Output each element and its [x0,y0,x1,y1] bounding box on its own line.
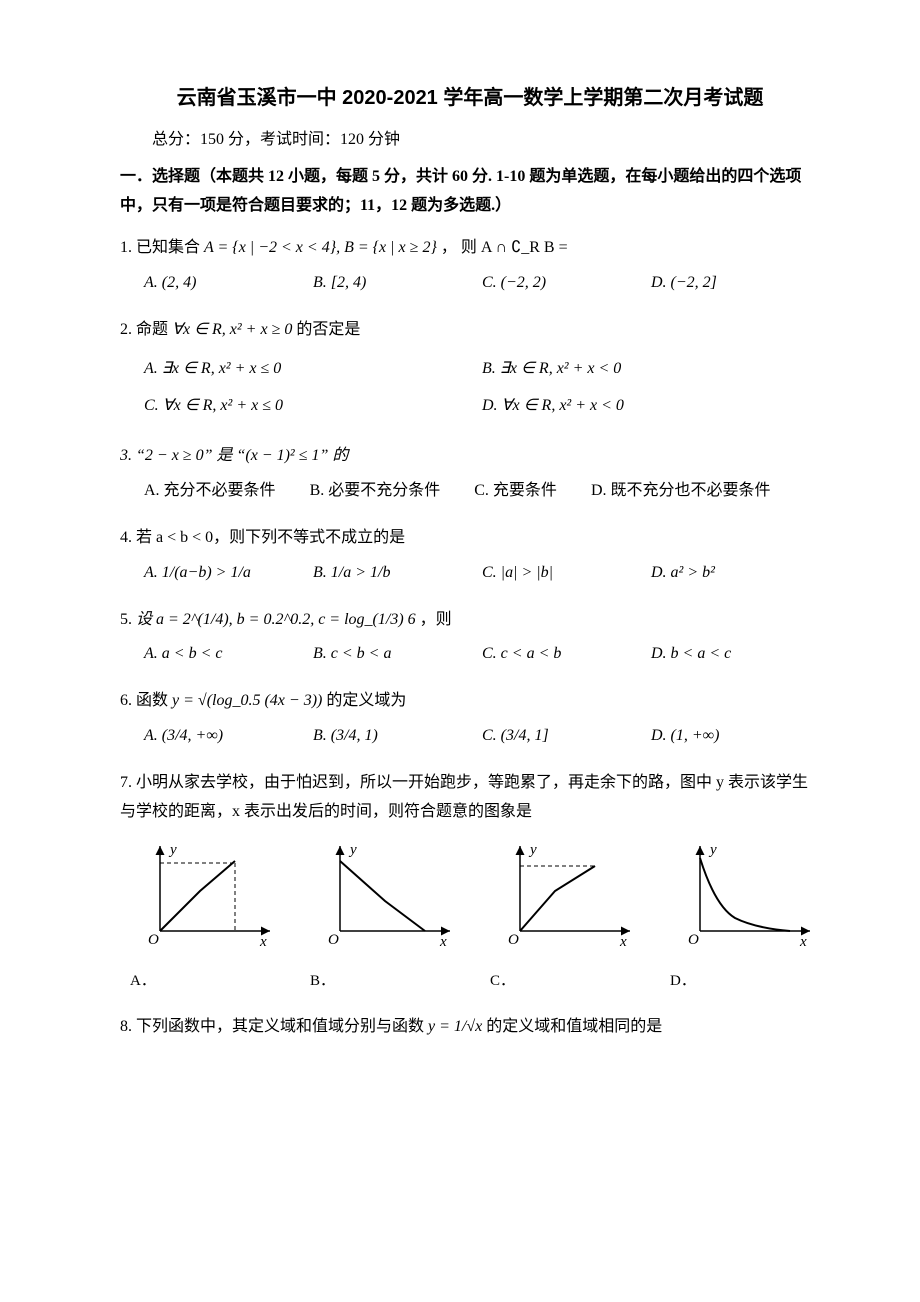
q3-stem: 3. “2 − x ≥ 0” 是 “(x − 1)² ≤ 1” 的 [120,442,820,471]
q7-label-d: D． [670,968,820,995]
q3-opt-c: C. 充要条件 [474,477,557,506]
q6-opt-c: C. (3/4, 1] [482,722,651,751]
q5-opt-b: B. c < b < a [313,640,482,669]
q6-post: 的定义域为 [326,692,406,709]
axis-origin-label: O [508,932,519,948]
q3-opt-a: A. 充分不必要条件 [144,477,276,506]
axis-origin-label: O [688,932,699,948]
exam-title: 云南省玉溪市一中 2020-2021 学年高一数学上学期第二次月考试题 [120,80,820,116]
graph-a-svg: y x O [130,836,280,956]
q7-label-c: C． [490,968,640,995]
question-6: 6. 函数 y = √(log_0.5 (4x − 3)) 的定义域为 A. (… [120,687,820,751]
q7-graphs: y x O A． y x O [130,836,820,995]
q5-stem: 5. 设 a = 2^(1/4), b = 0.2^0.2, c = log_(… [120,606,820,635]
q3-options: A. 充分不必要条件 B. 必要不充分条件 C. 充要条件 D. 既不充分也不必… [144,477,820,506]
q2-opt-a: A. ∃x ∈ R, x² + x ≤ 0 [144,351,482,388]
q2-opt-b: B. ∃x ∈ R, x² + x < 0 [482,351,820,388]
q4-stem: 4. 若 a < b < 0，则下列不等式不成立的是 [120,524,820,553]
q2-options: A. ∃x ∈ R, x² + x ≤ 0 B. ∃x ∈ R, x² + x … [144,351,820,425]
q1-stem-math: A = {x | −2 < x < 4}, B = {x | x ≥ 2} [204,239,437,256]
q8-pre: 8. 下列函数中，其定义域和值域分别与函数 [120,1018,428,1035]
question-4: 4. 若 a < b < 0，则下列不等式不成立的是 A. 1/(a−b) > … [120,524,820,588]
q2-stem-pre: 2. 命题 [120,321,172,338]
q1-stem-post: ， 则 A ∩ ∁_R B = [441,239,568,256]
q1-stem: 1. 已知集合 A = {x | −2 < x < 4}, B = {x | x… [120,234,820,263]
question-5: 5. 设 a = 2^(1/4), b = 0.2^0.2, c = log_(… [120,606,820,670]
axis-origin-label: O [328,932,339,948]
graph-d-svg: y x O [670,836,820,956]
q4-opt-a: A. 1/(a−b) > 1/a [144,559,313,588]
axis-y-label: y [708,842,717,858]
q7-graph-b: y x O B． [310,836,460,995]
question-2: 2. 命题 ∀x ∈ R, x² + x ≥ 0 的否定是 A. ∃x ∈ R,… [120,316,820,424]
q6-stem: 6. 函数 y = √(log_0.5 (4x − 3)) 的定义域为 [120,687,820,716]
q7-label-a: A． [130,968,280,995]
q6-opt-a: A. (3/4, +∞) [144,722,313,751]
q8-post: 的定义域和值域相同的是 [486,1018,662,1035]
q4-options: A. 1/(a−b) > 1/a B. 1/a > 1/b C. |a| > |… [144,559,820,588]
exam-meta: 总分：150 分，考试时间：120 分钟 [120,126,820,155]
q7-graph-a: y x O A． [130,836,280,995]
question-3: 3. “2 − x ≥ 0” 是 “(x − 1)² ≤ 1” 的 A. 充分不… [120,442,820,506]
q5-label: 5. [120,611,132,628]
axis-origin-label: O [148,932,159,948]
q2-stem: 2. 命题 ∀x ∈ R, x² + x ≥ 0 的否定是 [120,316,820,345]
q6-opt-d: D. (1, +∞) [651,722,820,751]
q5-tail: ，则 [420,611,452,628]
q1-stem-pre: 1. 已知集合 [120,239,204,256]
axis-x-label: x [259,934,267,950]
q6-math: y = √(log_0.5 (4x − 3)) [172,692,322,709]
q1-opt-d: D. (−2, 2] [651,269,820,298]
q5-opt-a: A. a < b < c [144,640,313,669]
axis-x-label: x [619,934,627,950]
q5-opt-c: C. c < a < b [482,640,651,669]
q6-pre: 6. 函数 [120,692,172,709]
q5-opt-d: D. b < a < c [651,640,820,669]
q3-opt-d: D. 既不充分也不必要条件 [591,477,771,506]
question-7: 7. 小明从家去学校，由于怕迟到，所以一开始跑步，等跑累了，再走余下的路，图中 … [120,769,820,996]
q7-graph-d: y x O D． [670,836,820,995]
section-heading: 一．选择题（本题共 12 小题，每题 5 分，共计 60 分. 1-10 题为单… [120,163,820,221]
q2-stem-math: ∀x ∈ R, x² + x ≥ 0 [172,321,292,338]
graph-b-svg: y x O [310,836,460,956]
q5-options: A. a < b < c B. c < b < a C. c < a < b D… [144,640,820,669]
question-1: 1. 已知集合 A = {x | −2 < x < 4}, B = {x | x… [120,234,820,298]
q6-options: A. (3/4, +∞) B. (3/4, 1) C. (3/4, 1] D. … [144,722,820,751]
q2-opt-d: D. ∀x ∈ R, x² + x < 0 [482,388,820,425]
q1-opt-b: B. [2, 4) [313,269,482,298]
q5-body: 设 a = 2^(1/4), b = 0.2^0.2, c = log_(1/3… [136,611,416,628]
q4-opt-b: B. 1/a > 1/b [313,559,482,588]
q7-stem: 7. 小明从家去学校，由于怕迟到，所以一开始跑步，等跑累了，再走余下的路，图中 … [120,769,820,827]
q3-opt-b: B. 必要不充分条件 [310,477,441,506]
q4-opt-c: C. |a| > |b| [482,559,651,588]
q1-opt-a: A. (2, 4) [144,269,313,298]
axis-y-label: y [348,842,357,858]
graph-c-svg: y x O [490,836,640,956]
axis-x-label: x [439,934,447,950]
q1-opt-c: C. (−2, 2) [482,269,651,298]
q4-opt-d: D. a² > b² [651,559,820,588]
axis-x-label: x [799,934,807,950]
axis-y-label: y [528,842,537,858]
q8-stem: 8. 下列函数中，其定义域和值域分别与函数 y = 1/√x 的定义域和值域相同… [120,1013,820,1042]
q6-opt-b: B. (3/4, 1) [313,722,482,751]
q8-math: y = 1/√x [428,1018,482,1035]
q1-options: A. (2, 4) B. [2, 4) C. (−2, 2) D. (−2, 2… [144,269,820,298]
axis-y-label: y [168,842,177,858]
q7-graph-c: y x O C． [490,836,640,995]
question-8: 8. 下列函数中，其定义域和值域分别与函数 y = 1/√x 的定义域和值域相同… [120,1013,820,1042]
q2-stem-post: 的否定是 [296,321,360,338]
q7-label-b: B． [310,968,460,995]
q2-opt-c: C. ∀x ∈ R, x² + x ≤ 0 [144,388,482,425]
